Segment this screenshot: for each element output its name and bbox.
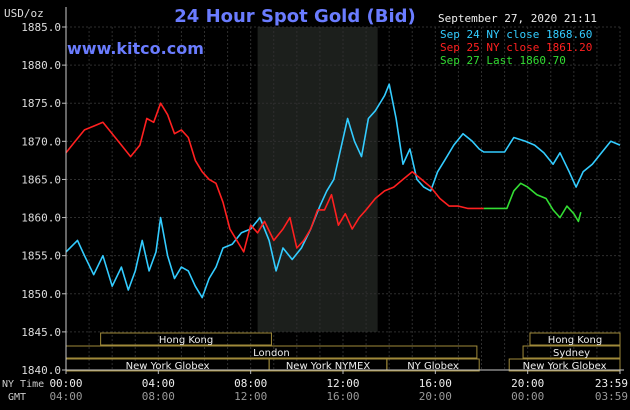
y-tick-label: 1880.0 (21, 59, 61, 72)
x-tick-label-gmt: 03:59 (595, 390, 628, 403)
x-tick-label-gmt: 04:00 (49, 390, 82, 403)
y-tick-label: 1845.0 (21, 326, 61, 339)
x-tick-label-gmt: 00:00 (511, 390, 544, 403)
market-session-label: NY Globex (407, 361, 459, 372)
market-session-label: Sydney (553, 348, 590, 359)
x-tick-label-gmt: 16:00 (326, 390, 359, 403)
ny-time-axis-label: NY Time (2, 379, 44, 390)
legend: Sep 24 NY close 1868.60 Sep 25 NY close … (440, 28, 592, 67)
market-session-label: New York NYMEX (286, 361, 371, 372)
x-tick-label-ny: 04:00 (142, 377, 175, 390)
x-tick-label-ny: 20:00 (511, 377, 544, 390)
legend-sep24-label: Sep 24 NY close 1868.60 (440, 28, 592, 41)
market-session-bar (529, 332, 621, 346)
y-tick-label: 1850.0 (21, 288, 61, 301)
x-tick-label-gmt: 20:00 (419, 390, 452, 403)
x-tick-label-ny: 16:00 (419, 377, 452, 390)
x-tick-label-gmt: 12:00 (234, 390, 267, 403)
market-session-bar (386, 358, 480, 372)
y-axis-unit-label: USD/oz (4, 7, 44, 20)
website-label: www.kitco.com (67, 39, 204, 58)
market-session-bar (522, 345, 621, 359)
legend-sep27-label: Sep 27 Last 1860.70 (440, 54, 566, 67)
y-tick-label: 1885.0 (21, 21, 61, 34)
x-tick-label-ny: 23:59 (595, 377, 628, 390)
x-tick-label-gmt: 08:00 (142, 390, 175, 403)
price-series-line-1 (65, 102, 484, 253)
market-session-bar (508, 358, 621, 372)
y-tick-label: 1870.0 (21, 135, 61, 148)
market-session-label: New York Globex (126, 361, 210, 372)
y-tick-label: 1875.0 (21, 97, 61, 110)
market-session-label: Hong Kong (548, 335, 602, 346)
x-tick-label-ny: 00:00 (49, 377, 82, 390)
y-tick-label: 1840.0 (21, 364, 61, 377)
y-tick-label: 1855.0 (21, 250, 61, 263)
market-session-label: Hong Kong (159, 335, 213, 346)
market-session-label: London (253, 348, 290, 359)
x-tick-label-ny: 12:00 (326, 377, 359, 390)
gmt-axis-label: GMT (8, 392, 26, 403)
y-tick-label: 1860.0 (21, 212, 61, 225)
price-series-line-0 (65, 83, 621, 299)
nymex-session-shade (257, 27, 378, 332)
legend-sep25-label: Sep 25 NY close 1861.20 (440, 41, 592, 54)
date-label: September 27, 2020 21:11 (438, 12, 597, 25)
market-session-bar (100, 332, 272, 346)
chart-title: 24 Hour Spot Gold (Bid) (174, 6, 415, 27)
price-series-line-2 (483, 182, 582, 223)
y-tick-label: 1865.0 (21, 173, 61, 186)
x-tick-label-ny: 08:00 (234, 377, 267, 390)
market-session-label: New York Globex (523, 361, 607, 372)
